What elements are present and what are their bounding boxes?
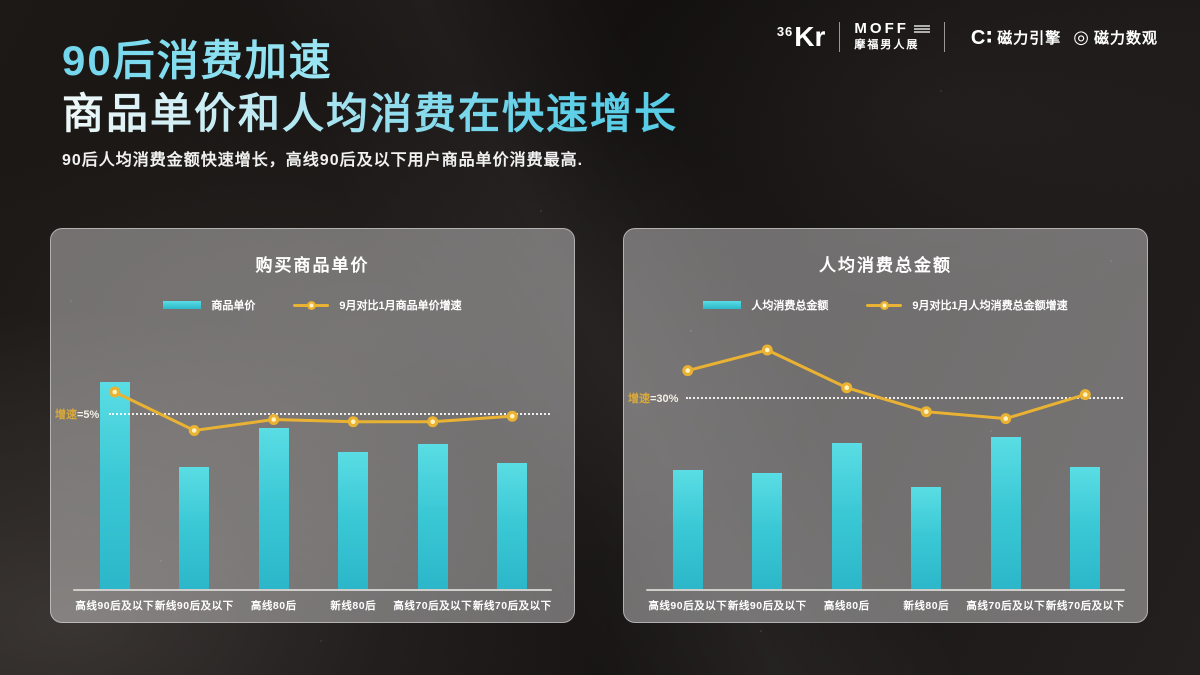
chart-legend: 商品单价 9月对比1月商品单价增速 (51, 297, 574, 313)
threshold-dashed-line (686, 397, 1123, 399)
bar (752, 473, 783, 589)
growth-line-series (109, 386, 518, 436)
category-label: 新线90后及以下 (154, 600, 234, 612)
magnetic-engine-icon: C∶ (970, 26, 994, 49)
category-label: 新线80后 (903, 600, 950, 612)
growth-line (114, 390, 513, 433)
line-point-center (271, 417, 277, 422)
chart-panel-total-spend: 人均消费总金额 人均消费总金额 9月对比1月人均消费总金额增速 增速=30% 高… (623, 228, 1148, 623)
bar (338, 452, 369, 589)
bar (831, 443, 862, 589)
growth-line (687, 348, 1086, 421)
page-subtitle: 90后人均消费金额快速增长，高线90后及以下用户商品单价消费最高. (62, 152, 584, 169)
line-point-center (350, 419, 356, 424)
line-point-center (112, 389, 118, 395)
line-point-center (764, 347, 770, 353)
moff-micro-text (913, 24, 930, 34)
bar (99, 382, 130, 589)
magnetic-dataview-logo: ◎ 磁力数观 (1073, 27, 1158, 48)
category-label: 高线80后 (250, 600, 297, 612)
growth-line-series (682, 344, 1091, 425)
logo-bar: 36 Kr MOFF 摩福男人展 C∶ 磁力引擎 ◎ 磁力数观 (777, 20, 1158, 52)
line-legend-marker (306, 300, 316, 310)
bar-legend-swatch (163, 301, 202, 309)
magnetic-engine-label: 磁力引擎 (997, 29, 1062, 47)
chart-title: 人均消费总金额 (819, 256, 952, 275)
36kr-logo: 36 Kr (777, 23, 826, 51)
header: 90后消费加速 商品单价和人均消费在快速增长 90后人均消费金额快速增长，高线9… (62, 34, 678, 169)
category-label: 新线90后及以下 (727, 600, 807, 612)
line-legend-marker (879, 300, 889, 310)
line-point-center (191, 428, 197, 433)
x-axis-line (73, 589, 552, 591)
dust-speckles (0, 0, 2, 2)
bar (497, 463, 528, 589)
chart-title: 购买商品单价 (255, 256, 370, 275)
line-legend-swatch (866, 300, 903, 310)
chart-panel-unit-price: 购买商品单价 商品单价 9月对比1月商品单价增速 增速=5% 高线90后及以下新… (50, 228, 575, 623)
magnetic-dataview-label: 磁力数观 (1093, 29, 1158, 47)
category-label: 新线80后 (330, 600, 377, 612)
category-label: 高线90后及以下 (648, 600, 728, 612)
line-point-center (844, 385, 850, 390)
bar (417, 444, 448, 589)
line-point-center (509, 413, 515, 419)
moff-logo: MOFF 摩福男人展 (854, 20, 930, 52)
x-axis-line (646, 589, 1125, 591)
36kr-logo-small: 36 (776, 24, 794, 39)
bar (911, 487, 942, 589)
divider (943, 22, 945, 52)
category-label: 高线70后及以下 (393, 600, 473, 612)
magnetic-dataview-icon: ◎ (1073, 26, 1090, 47)
category-label: 高线70后及以下 (966, 600, 1046, 612)
plot-area: 增速=5% 高线90后及以下 新线90后及以下 高线80后 新线80后 高线70后及以下… (51, 229, 574, 622)
line-point-center (1082, 392, 1088, 397)
line-legend-label: 9月对比1月商品单价增速 (339, 300, 462, 312)
bar (179, 467, 210, 589)
threshold-label: 增速=30% (628, 393, 679, 405)
line-point-center (923, 409, 929, 414)
bar (672, 470, 703, 589)
chart-legend: 人均消费总金额 9月对比1月人均消费总金额增速 (624, 297, 1147, 313)
category-label: 高线80后 (823, 600, 870, 612)
line-legend-label: 9月对比1月人均消费总金额增速 (912, 300, 1068, 312)
bar-legend-label: 商品单价 (211, 300, 256, 312)
threshold-dashed-line (109, 413, 550, 415)
category-label: 新线70后及以下 (472, 600, 552, 612)
bar (258, 428, 289, 589)
line-point-center (1003, 416, 1009, 421)
moff-wordmark: MOFF (854, 20, 909, 37)
page-title: 90后消费加速 商品单价和人均消费在快速增长 (62, 34, 678, 140)
magnetic-engine-logo: C∶ 磁力引擎 (971, 25, 1061, 50)
plot-area: 增速=30% 高线90后及以下 新线90后及以下 高线80后 新线80后 高线70后及以… (624, 229, 1147, 622)
line-legend-swatch (293, 300, 330, 310)
category-label: 新线70后及以下 (1045, 600, 1125, 612)
line-point-center (685, 368, 691, 373)
moff-subtitle: 摩福男人展 (854, 39, 920, 51)
bar-legend-label: 人均消费总金额 (751, 300, 829, 312)
line-point-center (430, 419, 436, 424)
bar (990, 437, 1021, 589)
page-title-line1: 90后消费加速 (62, 34, 333, 87)
divider (839, 22, 841, 52)
bar (1070, 467, 1101, 589)
threshold-label: 增速=5% (55, 409, 100, 421)
page-title-line2: 商品单价和人均消费在快速增长 (62, 87, 678, 140)
bar-legend-swatch (703, 301, 742, 309)
36kr-logo-big: Kr (794, 21, 826, 52)
category-label: 高线90后及以下 (75, 600, 155, 612)
